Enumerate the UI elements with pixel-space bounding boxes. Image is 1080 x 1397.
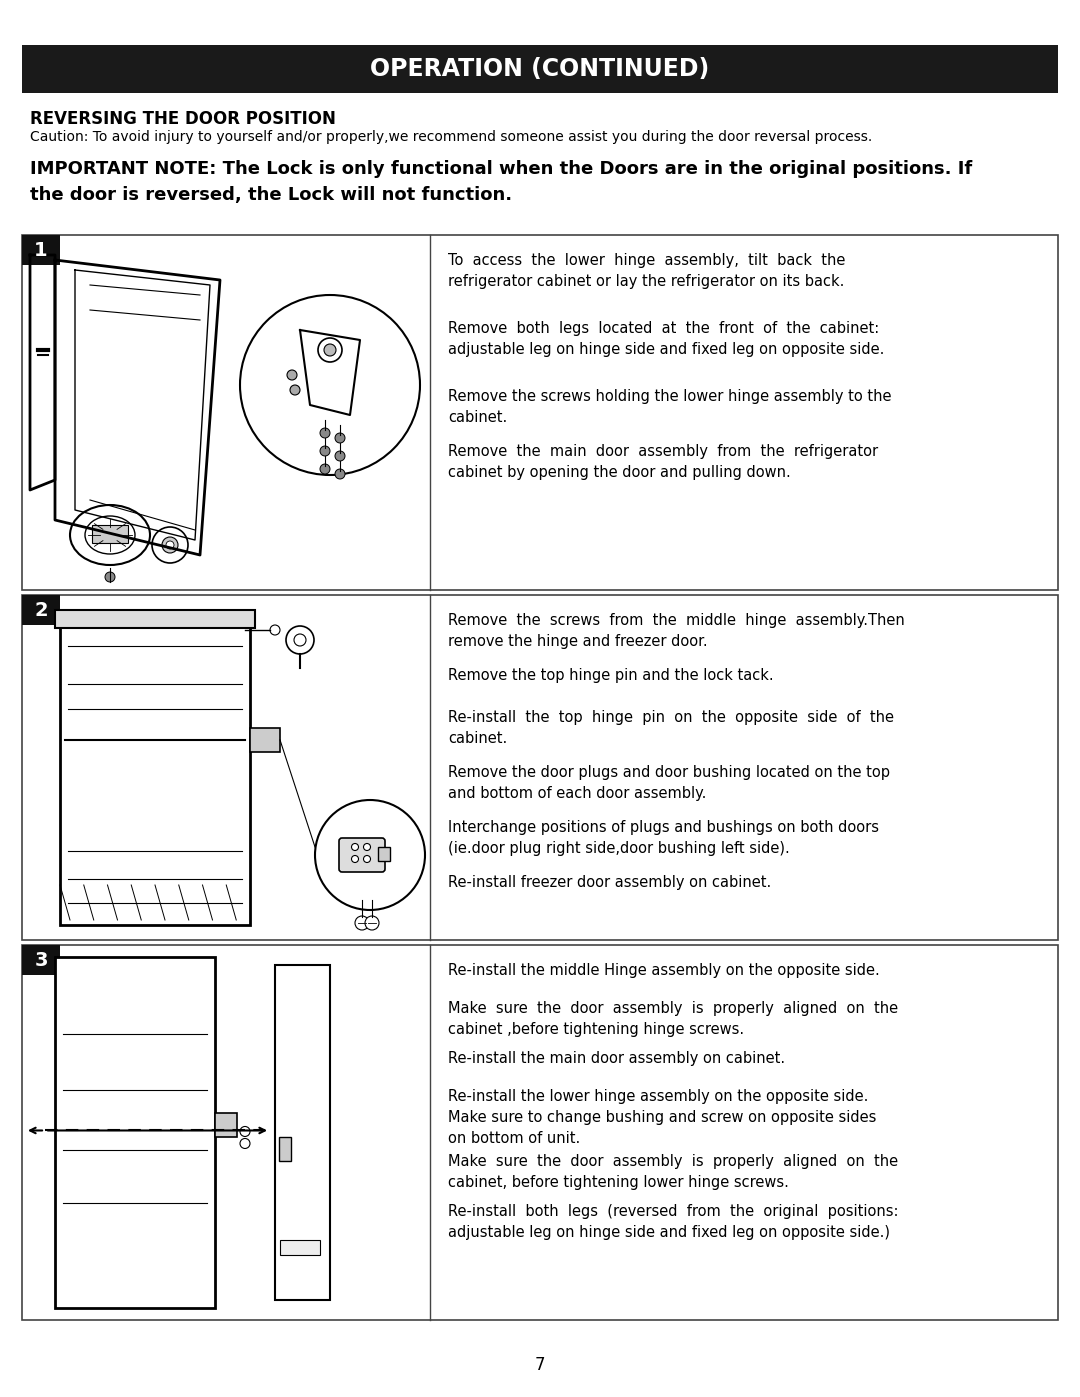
Circle shape	[351, 844, 359, 851]
Text: 1: 1	[35, 240, 48, 260]
Circle shape	[324, 344, 336, 356]
Circle shape	[335, 469, 345, 479]
Text: Re-install  both  legs  (reversed  from  the  original  positions:
adjustable le: Re-install both legs (reversed from the …	[448, 1204, 899, 1241]
Text: Re-install the main door assembly on cabinet.: Re-install the main door assembly on cab…	[448, 1051, 785, 1066]
Ellipse shape	[70, 504, 150, 564]
Bar	[280, 1241, 320, 1255]
Circle shape	[291, 386, 300, 395]
Circle shape	[335, 433, 345, 443]
Text: Re-install the lower hinge assembly on the opposite side.
Make sure to change bu: Re-install the lower hinge assembly on t…	[448, 1090, 876, 1146]
Bar	[279, 1137, 291, 1161]
Bar	[22, 595, 1058, 940]
Circle shape	[287, 370, 297, 380]
Circle shape	[240, 1126, 249, 1137]
Circle shape	[365, 916, 379, 930]
Text: 2: 2	[35, 601, 48, 619]
Text: Make  sure  the  door  assembly  is  properly  aligned  on  the
cabinet ,before : Make sure the door assembly is properly …	[448, 1002, 899, 1037]
Ellipse shape	[85, 515, 135, 555]
Text: IMPORTANT NOTE: The Lock is only functional when the Doors are in the original p: IMPORTANT NOTE: The Lock is only functio…	[30, 161, 972, 204]
Circle shape	[320, 427, 330, 439]
Circle shape	[335, 451, 345, 461]
Circle shape	[240, 295, 420, 475]
Text: Remove  both  legs  located  at  the  front  of  the  cabinet:
adjustable leg on: Remove both legs located at the front of…	[448, 321, 885, 358]
Circle shape	[315, 800, 426, 909]
Bar	[22, 235, 1058, 590]
Circle shape	[351, 855, 359, 862]
Bar	[275, 965, 330, 1301]
Text: Caution: To avoid injury to yourself and/or properly,we recommend someone assist: Caution: To avoid injury to yourself and…	[30, 130, 873, 144]
Circle shape	[294, 634, 306, 645]
Text: Remove  the  screws  from  the  middle  hinge  assembly.Then
remove the hinge an: Remove the screws from the middle hinge …	[448, 613, 905, 650]
Text: Make  sure  the  door  assembly  is  properly  aligned  on  the
cabinet, before : Make sure the door assembly is properly …	[448, 1154, 899, 1190]
Circle shape	[320, 464, 330, 474]
Bar	[378, 847, 390, 861]
Text: Re-install  the  top  hinge  pin  on  the  opposite  side  of  the
cabinet.: Re-install the top hinge pin on the oppo…	[448, 710, 894, 746]
Bar	[215, 1113, 237, 1137]
Circle shape	[162, 536, 178, 553]
Bar	[92, 525, 129, 543]
Circle shape	[166, 541, 174, 549]
Bar	[22, 944, 1058, 1320]
Text: Re-install freezer door assembly on cabinet.: Re-install freezer door assembly on cabi…	[448, 875, 771, 890]
Circle shape	[286, 626, 314, 654]
Text: Remove the door plugs and door bushing located on the top
and bottom of each doo: Remove the door plugs and door bushing l…	[448, 766, 890, 800]
Circle shape	[105, 571, 114, 583]
Text: REVERSING THE DOOR POSITION: REVERSING THE DOOR POSITION	[30, 110, 336, 129]
Text: Interchange positions of plugs and bushings on both doors
(ie.door plug right si: Interchange positions of plugs and bushi…	[448, 820, 879, 856]
Bar	[22, 595, 60, 624]
Text: OPERATION (CONTINUED): OPERATION (CONTINUED)	[370, 57, 710, 81]
Text: Remove the screws holding the lower hinge assembly to the
cabinet.: Remove the screws holding the lower hing…	[448, 388, 891, 425]
Bar	[22, 944, 60, 975]
Circle shape	[364, 855, 370, 862]
FancyBboxPatch shape	[339, 838, 384, 872]
Circle shape	[355, 916, 369, 930]
Bar	[55, 610, 255, 629]
Circle shape	[240, 1139, 249, 1148]
Text: Remove the top hinge pin and the lock tack.: Remove the top hinge pin and the lock ta…	[448, 668, 773, 683]
Circle shape	[152, 527, 188, 563]
Bar	[249, 728, 280, 752]
Circle shape	[270, 624, 280, 636]
Bar	[22, 235, 60, 265]
Bar	[55, 957, 215, 1308]
Text: 7: 7	[535, 1356, 545, 1375]
Text: Remove  the  main  door  assembly  from  the  refrigerator
cabinet by opening th: Remove the main door assembly from the r…	[448, 444, 878, 481]
Bar	[22, 45, 1058, 94]
Circle shape	[318, 338, 342, 362]
Circle shape	[364, 844, 370, 851]
Bar	[60, 610, 249, 925]
Text: Re-install the middle Hinge assembly on the opposite side.: Re-install the middle Hinge assembly on …	[448, 963, 880, 978]
Circle shape	[320, 446, 330, 455]
Text: 3: 3	[35, 950, 48, 970]
Text: To  access  the  lower  hinge  assembly,  tilt  back  the
refrigerator cabinet o: To access the lower hinge assembly, tilt…	[448, 253, 846, 289]
